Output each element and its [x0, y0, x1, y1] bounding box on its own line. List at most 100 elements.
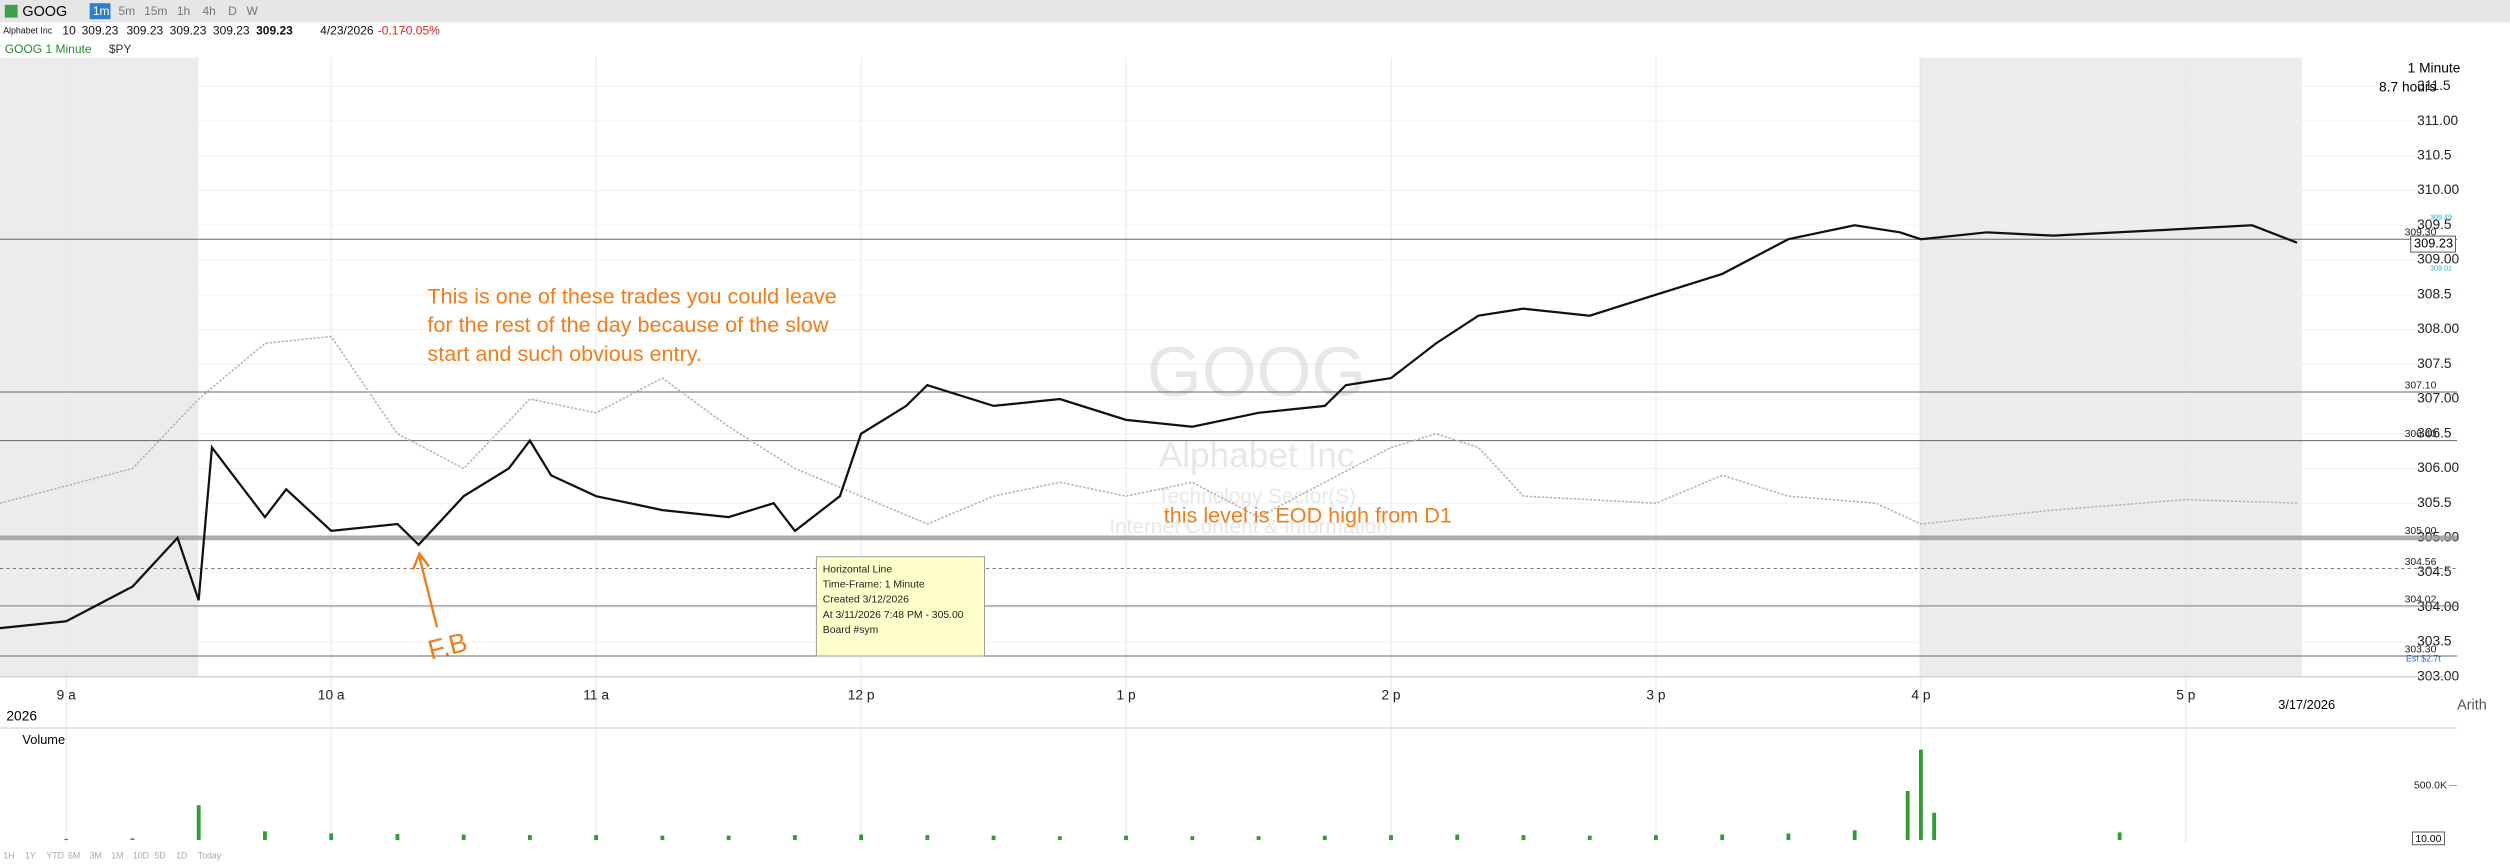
cursor-value: 10.00 [2415, 834, 2441, 845]
volume-bar [1256, 836, 1261, 840]
y-tick-label: 306.00 [2417, 460, 2459, 475]
quote-field: 309.23 [256, 23, 293, 37]
volume-bar [1389, 835, 1393, 840]
symbol[interactable]: GOOG [22, 4, 67, 20]
scale-mode[interactable]: Arith [2457, 697, 2487, 713]
volume-bar [1786, 833, 1791, 840]
level-label: 307.10 [2405, 380, 2437, 391]
volume-bar [1720, 834, 1725, 840]
range-button[interactable]: 5D [154, 850, 165, 860]
handwriting: F.B [425, 626, 471, 666]
volume-bar [1455, 834, 1460, 840]
volume-bar [263, 831, 267, 840]
volume-bar [1852, 830, 1857, 840]
volume-bar [1905, 791, 1910, 840]
last-price-box [2410, 235, 2456, 253]
annotation: start and such obvious entry. [427, 341, 702, 366]
y-tick-label: 303.5 [2417, 634, 2452, 649]
quote-field: 4/23/2026 [320, 23, 374, 37]
annotation: this level is EOD high from D1 [1164, 503, 1452, 528]
volume-bar [461, 834, 466, 840]
level-label: 306.40 [2405, 429, 2437, 440]
y-tick-label: 304.5 [2417, 564, 2452, 579]
tooltip-line: Board #sym [823, 625, 878, 636]
y-tick-label: 311.5 [2417, 78, 2451, 93]
last-price: 309.23 [2414, 235, 2453, 250]
range-button[interactable]: 1M [111, 850, 123, 860]
watermark: GOOG [1147, 332, 1366, 411]
volume-bar [1322, 835, 1327, 840]
volume-bar [859, 834, 864, 840]
volume-bar [594, 835, 599, 840]
range-button[interactable]: 1Y [25, 850, 36, 860]
volume-bar [991, 835, 996, 840]
y-tick-label: 304.00 [2417, 599, 2459, 614]
quote-field: 309.23 [170, 23, 207, 37]
y-tick-label: 307.00 [2417, 391, 2459, 406]
x-tick-label: 11 a [583, 688, 609, 703]
interval-button[interactable]: 1h [177, 4, 190, 18]
y-tick-label: 306.5 [2417, 425, 2452, 440]
quote-field: -0.17 [378, 23, 406, 37]
quote-field: 10 [62, 23, 76, 37]
premarket-shade [0, 57, 199, 677]
y-tick-label: 309.00 [2417, 252, 2459, 267]
watermark: Alphabet Inc [1159, 436, 1355, 475]
study-menu[interactable]: GOOG 1 Minute [5, 42, 92, 56]
range-button[interactable]: 6M [68, 850, 80, 860]
toolbar [0, 0, 2510, 23]
volume-bar [726, 835, 731, 840]
x-tick-label: 4 p [1911, 688, 1930, 703]
tooltip-line: Created 3/12/2026 [823, 595, 909, 606]
interval-button[interactable]: D [228, 4, 237, 18]
volume-bar [1587, 835, 1592, 840]
quote-field: 309.23 [126, 23, 163, 37]
volume-bar [196, 805, 201, 840]
volume-bar [1654, 835, 1658, 840]
compare-line [0, 335, 2298, 525]
volume-bar [660, 835, 665, 840]
add-icon[interactable] [4, 4, 18, 18]
y-tick-label: 305.5 [2417, 495, 2452, 510]
y-tick-label: 310.5 [2417, 148, 2452, 163]
cursor-box [2411, 831, 2445, 846]
flag: Est $2.7t [2406, 654, 2441, 664]
interval-button[interactable]: 5m [118, 4, 135, 18]
volume-label: Volume [22, 732, 65, 747]
x-tick-label: 9 a [57, 688, 76, 703]
range-button[interactable]: 1D [176, 850, 187, 860]
range-button[interactable]: 1H [3, 850, 14, 860]
y-tick-label: 311.00 [2417, 113, 2458, 128]
y-tick-label: 307.5 [2417, 356, 2452, 371]
y-tick-label: 308.5 [2417, 286, 2452, 301]
volume-bar [792, 835, 797, 840]
year: 2026 [6, 708, 37, 723]
y-tick-label: 309.5 [2417, 217, 2452, 232]
price-line [0, 224, 2298, 630]
x-tick-label: 1 p [1116, 688, 1135, 703]
y-tick-label: 308.00 [2417, 321, 2459, 336]
range-button[interactable]: Today [198, 850, 222, 860]
volume-bar [1521, 835, 1526, 840]
range-button[interactable]: YTD [46, 850, 64, 860]
volume-bar [1190, 836, 1195, 840]
interval-button[interactable]: 15m [144, 4, 167, 18]
volume-bar [2117, 832, 2122, 840]
span: 8.7 hours [2379, 80, 2436, 95]
interval-button[interactable]: W [247, 4, 259, 18]
x-tick-label: 12 p [848, 688, 875, 703]
level-label: 305.00 [2405, 526, 2437, 537]
tooltip-line: Time-Frame: 1 Minute [823, 580, 925, 591]
level-label: 309.30 [2405, 228, 2437, 239]
x-tick-label: 3 p [1646, 688, 1665, 703]
tooltip-line: Horizontal Line [823, 564, 893, 575]
range-button[interactable]: 3M [90, 850, 102, 860]
interval-button[interactable]: 1m [93, 4, 110, 18]
quote-field: -0.05% [402, 23, 440, 37]
range-button[interactable]: 10D [133, 850, 149, 860]
annotation: This is one of these trades you could le… [427, 283, 836, 308]
interval-button[interactable]: 4h [202, 4, 215, 18]
compare-menu[interactable]: $PY [109, 42, 132, 56]
y-tick-label: 303.00 [2417, 668, 2459, 683]
date-marker: 3/17/2026 [2278, 697, 2335, 712]
